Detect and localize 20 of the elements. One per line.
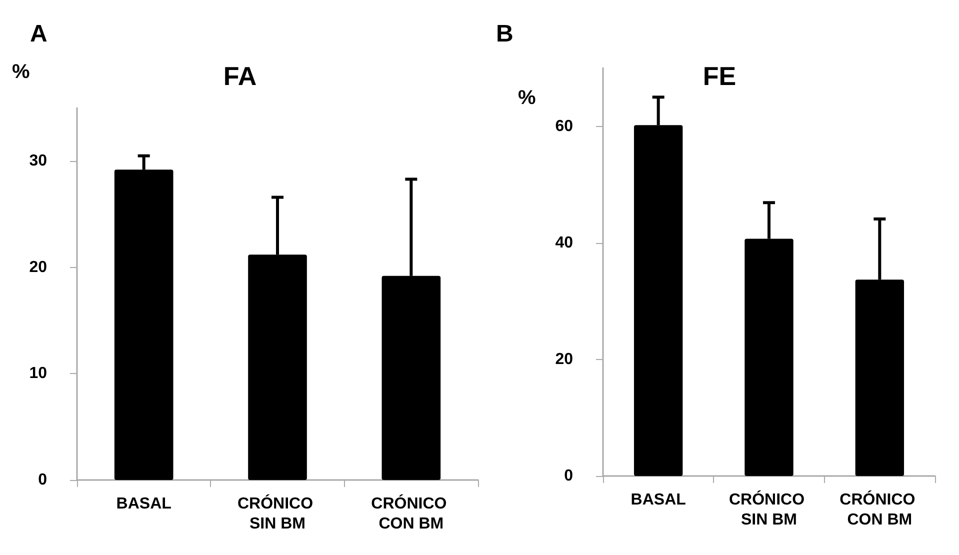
y-tick-label: 0 [564,468,574,484]
y-tick-label: 20 [555,350,574,368]
x-tick-label: CRÓNICO SIN BM [238,494,318,532]
y-tick-label: 10 [29,365,48,382]
chart-title: FA [223,61,257,91]
x-tick-label: CRÓNICO CON BM [840,490,920,528]
y-tick-label: 0 [38,472,48,488]
y-tick-label: 40 [555,234,574,252]
y-axis-title: % [12,61,30,83]
y-tick-label: 30 [29,152,48,170]
text: A [30,20,48,48]
x-tick-label: CRÓNICO CON BM [371,494,452,532]
y-tick-label: 60 [555,118,574,135]
x-tick-label: CRÓNICO SIN BM [729,490,809,528]
chart-title: FE [702,61,736,91]
x-tick-label: BASAL [116,496,172,512]
y-tick-label: 20 [29,258,48,276]
text: B [496,20,514,48]
y-axis-title: % [518,87,536,109]
x-tick-label: BASAL [630,492,686,508]
